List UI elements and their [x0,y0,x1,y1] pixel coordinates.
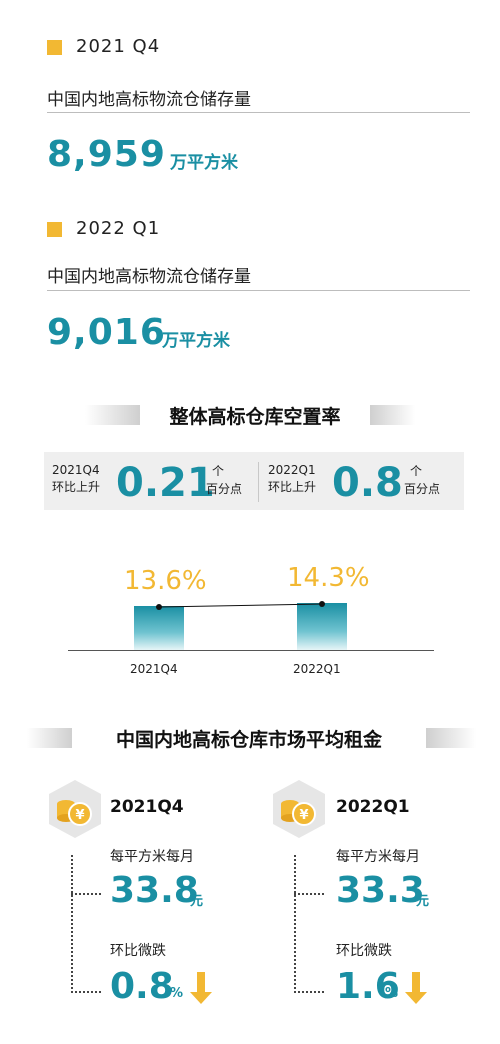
trend-point [156,604,162,610]
x-tick-label: 2022Q1 [293,662,341,676]
rent-change-value: 0.8 [110,966,174,1007]
bar-2022q1 [297,603,347,650]
rent-label: 每平方米每月 [110,849,194,865]
dotted-connector [294,893,324,895]
rent-change-label: 环比微跌 [336,943,392,959]
change-unit-top: 个 [212,464,225,478]
x-tick-label: 2021Q4 [130,662,178,676]
dotted-connector [294,855,296,993]
divider [47,112,470,113]
down-arrow-icon [190,972,212,1004]
change-desc: 环比上升 [268,480,317,494]
quarter-marker [47,40,62,55]
banner-separator [258,462,259,502]
down-arrow-icon [405,972,427,1004]
change-banner [44,452,464,510]
title-fade-right [370,405,415,425]
bar-value-label: 14.3% [287,563,370,593]
bar-value-label: 13.6% [124,566,207,596]
stock-value: 9,016 [47,312,166,353]
rent-value: 33.3 [336,870,425,911]
bar-2021q4 [134,606,184,650]
rent-change-unit: % [385,986,399,1001]
rent-unit: 元 [190,894,204,909]
quarter-label: 2021 Q4 [76,36,161,57]
change-unit-top: 个 [410,464,423,478]
trend-segment [158,603,323,608]
change-unit-bottom: 百分点 [404,482,441,496]
title-fade-left [27,728,72,748]
change-period: 2021Q4 [52,463,100,477]
rent-quarter: 2021Q4 [110,797,184,817]
rent-change-label: 环比微跌 [110,943,166,959]
svg-text:¥: ¥ [75,808,84,823]
title-fade-right [426,728,476,748]
stock-unit: 万平方米 [162,331,230,351]
title-fade-left [85,405,140,425]
change-desc: 环比上升 [52,480,101,494]
rent-value: 33.8 [110,870,199,911]
coin-stack-icon: ¥ [49,780,101,838]
change-unit-bottom: 百分点 [206,482,243,496]
dotted-connector [294,991,324,993]
dotted-connector [71,991,101,993]
rent-change-value: 1.6 [336,966,400,1007]
stock-value: 8,959 [47,134,166,175]
change-period: 2022Q1 [268,463,316,477]
change-value: 0.21 [116,460,215,506]
quarter-label: 2022 Q1 [76,218,161,239]
stock-label: 中国内地高标物流仓储存量 [47,267,251,287]
change-value: 0.8 [332,460,403,506]
chart-baseline [68,650,434,651]
dotted-connector [71,893,101,895]
stock-unit: 万平方米 [170,153,238,173]
quarter-marker [47,222,62,237]
coin-stack-icon: ¥ [273,780,325,838]
svg-text:¥: ¥ [299,808,308,823]
section-title: 整体高标仓库空置率 [140,402,370,429]
rent-change-unit: % [170,986,184,1001]
dotted-connector [71,855,73,993]
divider [47,290,470,291]
rent-unit: 元 [416,894,430,909]
section-title: 中国内地高标仓库市场平均租金 [72,725,426,752]
rent-quarter: 2022Q1 [336,797,410,817]
trend-point [319,601,325,607]
stock-label: 中国内地高标物流仓储存量 [47,90,251,110]
rent-label: 每平方米每月 [336,849,420,865]
